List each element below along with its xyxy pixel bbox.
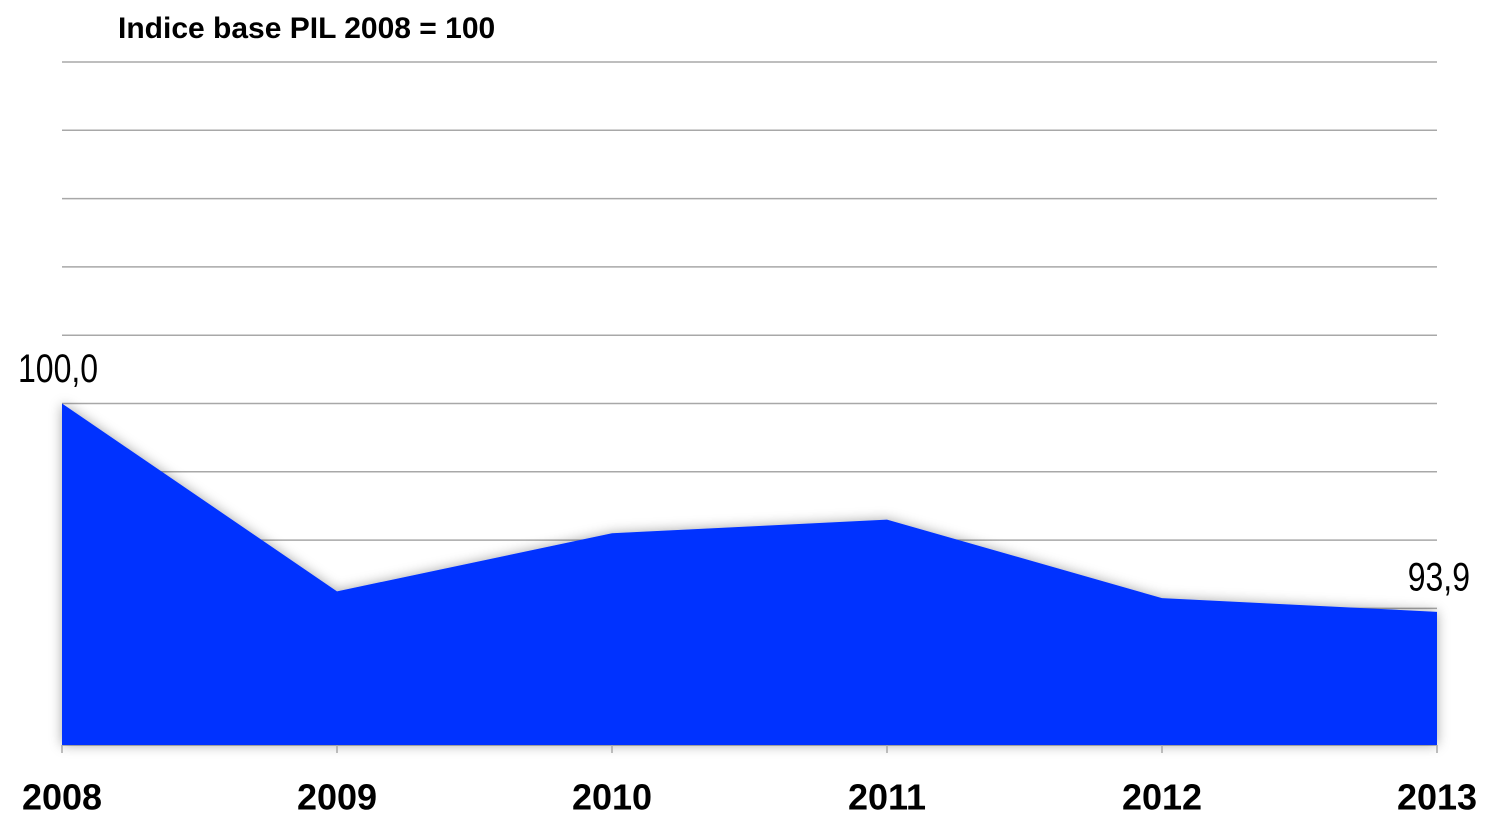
x-tick-label: 2009: [297, 777, 377, 818]
data-label: 93,9: [1408, 554, 1470, 599]
x-tick-label: 2011: [848, 777, 926, 818]
x-tick-label: 2013: [1397, 777, 1477, 818]
x-tick-label: 2012: [1122, 777, 1202, 818]
x-tick-label: 2008: [22, 777, 102, 818]
area: [62, 403, 1437, 745]
x-tick-label: 2010: [572, 777, 652, 818]
chart-title: Indice base PIL 2008 = 100: [118, 12, 495, 45]
data-label: 100,0: [18, 346, 98, 391]
